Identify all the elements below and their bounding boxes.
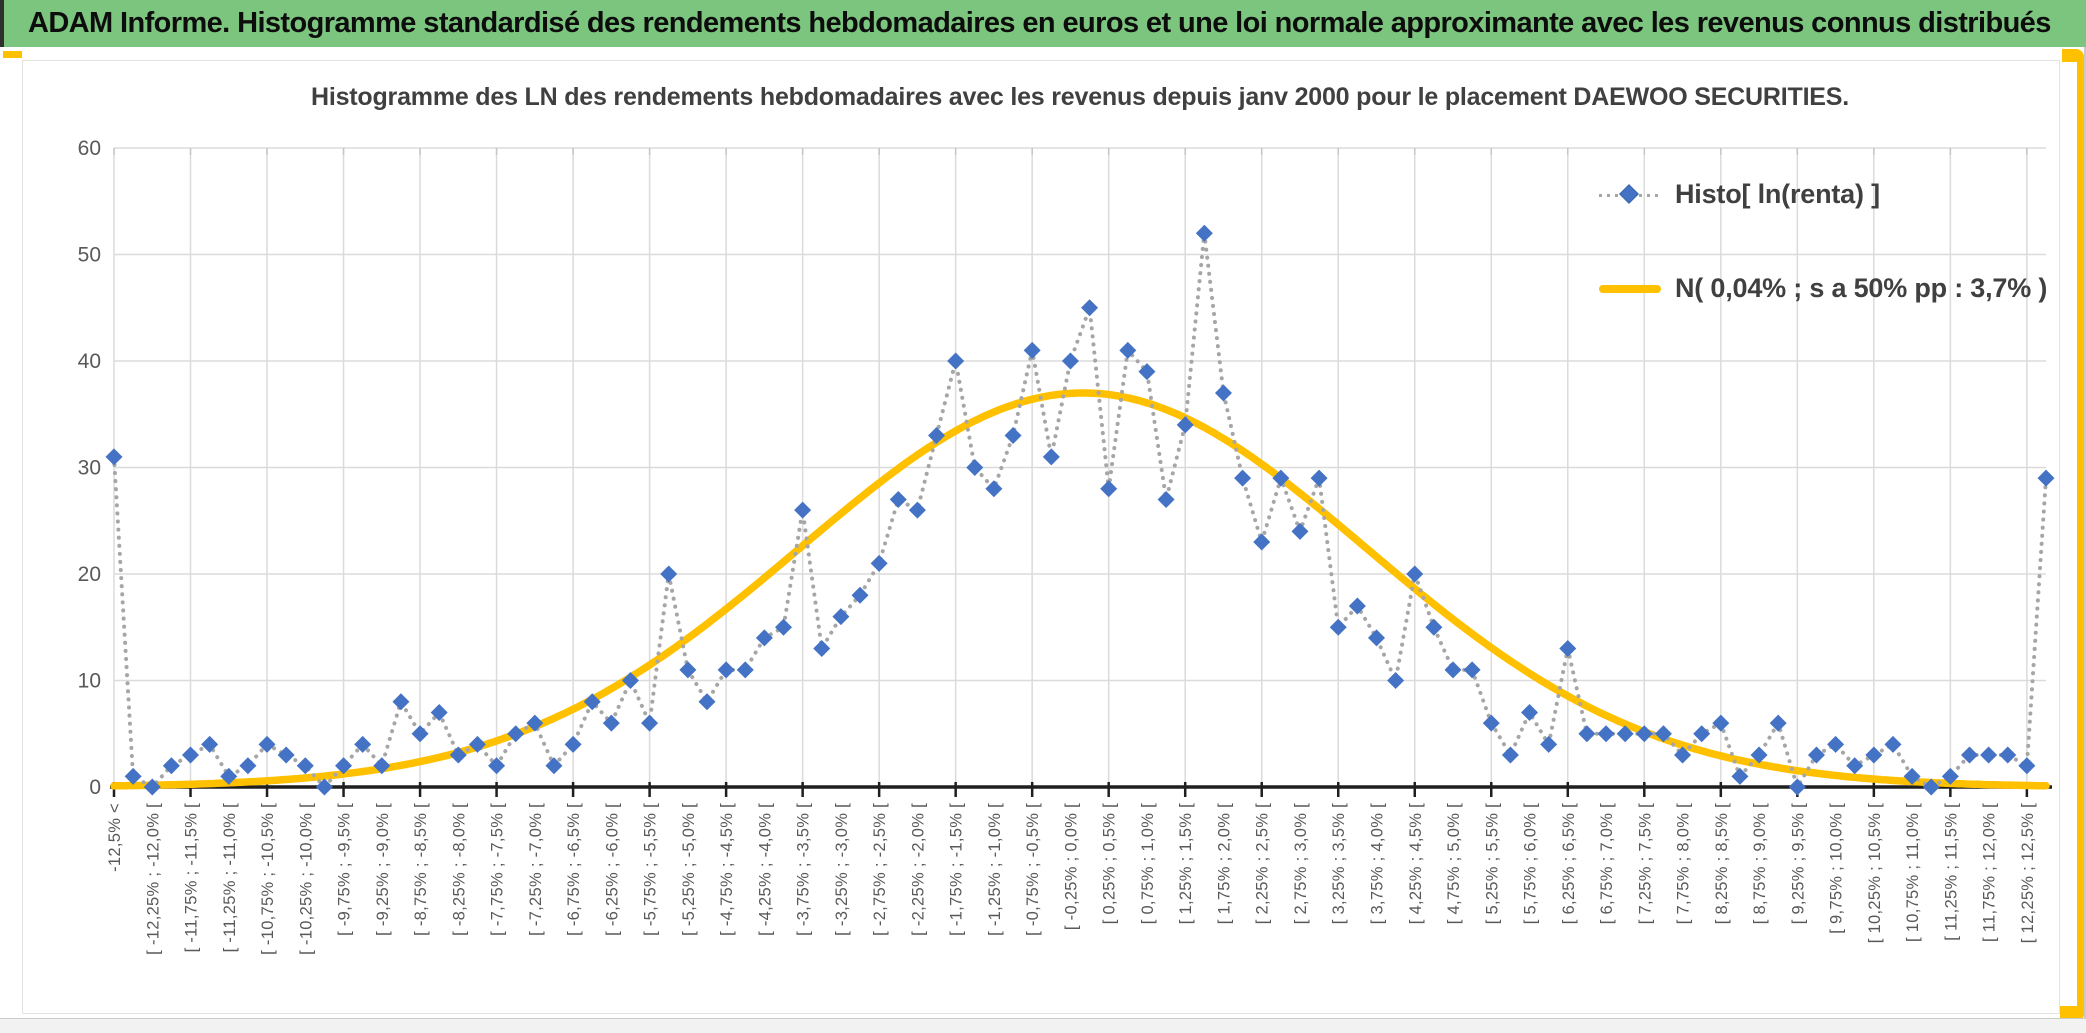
orange-frame-right-edge — [2077, 55, 2084, 1015]
legend-label-normal-curve: N( 0,04% ; s a 50% pp : 3,7% ) — [1675, 273, 2048, 303]
svg-text:[ 6,75% ; 7,0% [: [ 6,75% ; 7,0% [ — [1598, 803, 1616, 924]
svg-text:30: 30 — [78, 457, 101, 480]
histogram-diamond-markers — [105, 224, 2055, 796]
svg-text:[ -9,25% ; -9,0% [: [ -9,25% ; -9,0% [ — [374, 803, 392, 936]
svg-text:[ -5,25% ; -5,0% [: [ -5,25% ; -5,0% [ — [680, 803, 698, 936]
svg-text:[ 3,75% ; 4,0% [: [ 3,75% ; 4,0% [ — [1368, 803, 1386, 924]
svg-text:[ 9,75% ; 10,0% [: [ 9,75% ; 10,0% [ — [1828, 803, 1846, 934]
chart-object[interactable]: Histogramme des LN des rendements hebdom… — [22, 60, 2060, 1014]
gridlines — [113, 147, 2046, 787]
svg-text:[ -7,75% ; -7,5% [: [ -7,75% ; -7,5% [ — [489, 803, 507, 936]
svg-text:[ 2,25% ; 2,5% [: [ 2,25% ; 2,5% [ — [1254, 803, 1272, 924]
svg-text:-12,5% <: -12,5% < — [106, 803, 124, 872]
svg-text:[ 6,25% ; 6,5% [: [ 6,25% ; 6,5% [ — [1560, 803, 1578, 924]
svg-text:[ -9,75% ; -9,5% [: [ -9,75% ; -9,5% [ — [336, 803, 354, 936]
svg-text:[ -3,75% ; -3,5% [: [ -3,75% ; -3,5% [ — [795, 803, 813, 936]
x-axis — [110, 782, 2052, 797]
svg-text:[ -10,75% ; -10,5% [: [ -10,75% ; -10,5% [ — [259, 803, 277, 955]
top-axis-ticks — [113, 148, 2028, 155]
svg-text:[ 10,75% ; 11,0% [: [ 10,75% ; 11,0% [ — [1904, 803, 1922, 942]
svg-text:[ -11,75% ; -11,5% [: [ -11,75% ; -11,5% [ — [183, 803, 201, 952]
svg-text:[ 7,75% ; 8,0% [: [ 7,75% ; 8,0% [ — [1675, 803, 1693, 924]
legend-blue-diamond-marker-icon — [1599, 183, 1661, 205]
svg-text:0: 0 — [89, 776, 101, 799]
svg-text:[ -1,75% ; -1,5% [: [ -1,75% ; -1,5% [ — [948, 803, 966, 936]
svg-text:[ 2,75% ; 3,0% [: [ 2,75% ; 3,0% [ — [1292, 803, 1310, 924]
svg-text:[ -4,75% ; -4,5% [: [ -4,75% ; -4,5% [ — [718, 803, 736, 936]
svg-text:[ 4,25% ; 4,5% [: [ 4,25% ; 4,5% [ — [1407, 803, 1425, 924]
svg-text:[ 1,75% ; 2,0% [: [ 1,75% ; 2,0% [ — [1215, 803, 1233, 924]
svg-text:[ -3,25% ; -3,0% [: [ -3,25% ; -3,0% [ — [833, 803, 851, 936]
svg-text:40: 40 — [78, 350, 101, 373]
svg-text:[ -7,25% ; -7,0% [: [ -7,25% ; -7,0% [ — [527, 803, 545, 936]
legend-item-normal-curve[interactable]: N( 0,04% ; s a 50% pp : 3,7% ) — [1599, 273, 2047, 304]
svg-text:[ -12,25% ; -12,0% [: [ -12,25% ; -12,0% [ — [144, 803, 162, 955]
svg-text:10: 10 — [78, 670, 101, 693]
svg-text:[ -5,75% ; -5,5% [: [ -5,75% ; -5,5% [ — [642, 803, 660, 936]
svg-text:[ 4,75% ; 5,0% [: [ 4,75% ; 5,0% [ — [1445, 803, 1463, 924]
svg-text:[ 10,25% ; 10,5% [: [ 10,25% ; 10,5% [ — [1866, 803, 1884, 943]
svg-text:[ -11,25% ; -11,0% [: [ -11,25% ; -11,0% [ — [221, 803, 239, 952]
svg-text:[ -2,75% ; -2,5% [: [ -2,75% ; -2,5% [ — [871, 803, 889, 936]
svg-text:50: 50 — [78, 244, 101, 267]
svg-text:[ -1,25% ; -1,0% [: [ -1,25% ; -1,0% [ — [986, 803, 1004, 936]
svg-text:[ 8,25% ; 8,5% [: [ 8,25% ; 8,5% [ — [1713, 803, 1731, 924]
svg-text:[ -0,25% ; 0,0% [: [ -0,25% ; 0,0% [ — [1062, 803, 1080, 930]
x-axis-labels: -12,5% < [ -12,25% ; -12,0% [ [ -11,75% ; … — [106, 803, 2037, 955]
report-header-bar: ADAM Informe. Histogramme standardisé de… — [0, 0, 2086, 47]
normal-curve — [110, 389, 2050, 790]
svg-text:[ 8,75% ; 9,0% [: [ 8,75% ; 9,0% [ — [1751, 803, 1769, 924]
chart-title: Histogramme des LN des rendements hebdom… — [310, 83, 1850, 111]
svg-text:[ 7,25% ; 7,5% [: [ 7,25% ; 7,5% [ — [1636, 803, 1654, 924]
histogram-dotted-line — [112, 232, 2048, 792]
window-bottom-strip — [0, 1018, 2086, 1033]
orange-frame-top-left-stub — [3, 51, 22, 58]
svg-text:[ 11,25% ; 11,5% [: [ 11,25% ; 11,5% [ — [1942, 803, 1960, 941]
svg-text:[ -4,25% ; -4,0% [: [ -4,25% ; -4,0% [ — [756, 803, 774, 936]
y-axis-labels: 0 10 20 30 40 50 60 — [78, 137, 101, 799]
svg-text:[ 11,75% ; 12,0% [: [ 11,75% ; 12,0% [ — [1981, 803, 1999, 942]
svg-text:20: 20 — [78, 563, 101, 586]
svg-text:[ -6,75% ; -6,5% [: [ -6,75% ; -6,5% [ — [565, 803, 583, 936]
svg-text:[ 0,25% ; 0,5% [: [ 0,25% ; 0,5% [ — [1101, 803, 1119, 924]
svg-text:[ 0,75% ; 1,0% [: [ 0,75% ; 1,0% [ — [1139, 803, 1157, 924]
svg-text:[ 1,25% ; 1,5% [: [ 1,25% ; 1,5% [ — [1177, 803, 1195, 924]
svg-text:[ 9,25% ; 9,5% [: [ 9,25% ; 9,5% [ — [1789, 803, 1807, 924]
legend-item-histogram[interactable]: Histo[ ln(renta) ] — [1599, 179, 1880, 210]
window-right-edge — [2084, 47, 2086, 1033]
svg-text:[ -8,75% ; -8,5% [: [ -8,75% ; -8,5% [ — [412, 803, 430, 936]
svg-text:[ 5,25% ; 5,5% [: [ 5,25% ; 5,5% [ — [1483, 803, 1501, 924]
svg-text:60: 60 — [78, 137, 101, 160]
svg-text:[ 12,25% ; 12,5% [: [ 12,25% ; 12,5% [ — [2019, 803, 2037, 943]
plot-area: 0 10 20 30 40 50 60 -12,5% < [ -12,25% ; -12,0% … — [78, 137, 2055, 955]
svg-text:[ -10,25% ; -10,0% [: [ -10,25% ; -10,0% [ — [297, 803, 315, 955]
svg-text:[ 5,75% ; 6,0% [: [ 5,75% ; 6,0% [ — [1522, 803, 1540, 924]
svg-text:[ -2,25% ; -2,0% [: [ -2,25% ; -2,0% [ — [909, 803, 927, 936]
svg-text:[ -0,75% ; -0,5% [: [ -0,75% ; -0,5% [ — [1024, 803, 1042, 936]
svg-text:[ -8,25% ; -8,0% [: [ -8,25% ; -8,0% [ — [450, 803, 468, 936]
svg-text:[ -6,25% ; -6,0% [: [ -6,25% ; -6,0% [ — [603, 803, 621, 936]
svg-text:[ 3,25% ; 3,5% [: [ 3,25% ; 3,5% [ — [1330, 803, 1348, 924]
legend-orange-line-marker-icon — [1599, 279, 1661, 299]
report-title: ADAM Informe. Histogramme standardisé de… — [28, 7, 2051, 39]
legend-label-histogram: Histo[ ln(renta) ] — [1675, 179, 1880, 209]
